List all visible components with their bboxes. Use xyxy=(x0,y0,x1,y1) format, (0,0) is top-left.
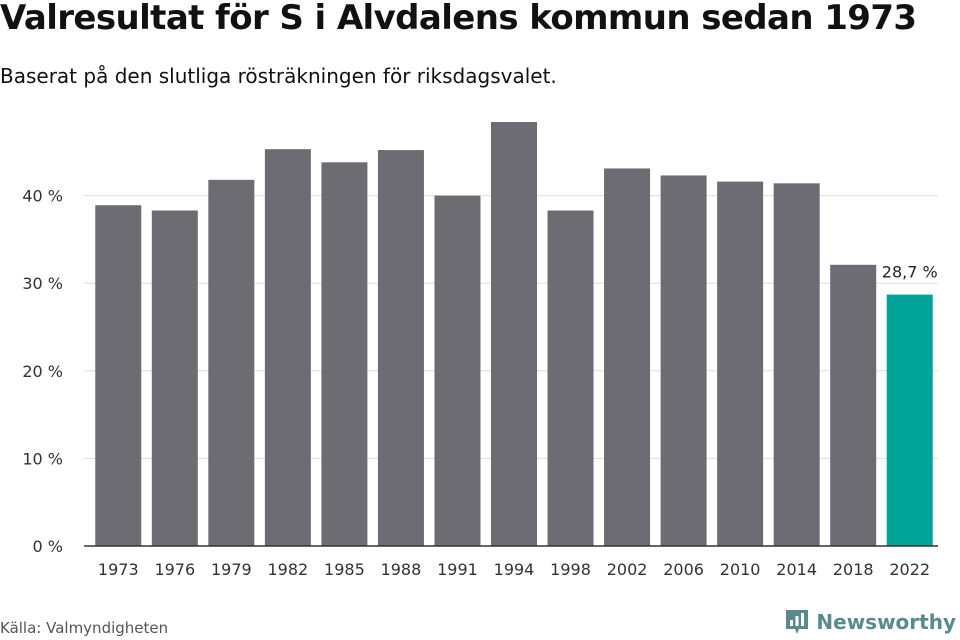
chart-subtitle: Baserat på den slutliga rösträkningen fö… xyxy=(0,64,557,88)
y-tick-label: 10 % xyxy=(22,449,63,468)
x-tick-label: 1979 xyxy=(211,560,252,579)
bar-1985 xyxy=(321,162,368,546)
bar-1994 xyxy=(491,122,537,547)
bar-1998 xyxy=(547,210,594,546)
axis-labels: 0 % 10 % 20 % 30 % 40 % 1973 1976 1979 1982 1985 1… xyxy=(22,187,938,579)
bar-1982 xyxy=(264,149,311,546)
chart-title: Valresultat för S i Alvdalens kommun sed… xyxy=(0,0,917,38)
y-tick-label: 20 % xyxy=(22,362,63,381)
brand-logo: Newsworthy xyxy=(784,608,956,636)
bar-1979 xyxy=(208,179,255,546)
x-tick-label: 2018 xyxy=(833,560,874,579)
bar-2010 xyxy=(717,181,764,547)
y-tick-label: 30 % xyxy=(22,274,63,293)
x-tick-label: 1998 xyxy=(550,560,591,579)
bar-1988 xyxy=(377,150,424,546)
x-tick-label: 2002 xyxy=(607,560,648,579)
bar-chart: 0 % 10 % 20 % 30 % 40 % 1973 1976 1979 1982 1985 1… xyxy=(22,122,938,579)
source-note: Källa: Valmyndigheten xyxy=(0,619,169,637)
x-tick-label: 2014 xyxy=(776,560,817,579)
x-tick-label: 1991 xyxy=(437,560,478,579)
x-tick-label: 1982 xyxy=(268,560,309,579)
bar-2022 xyxy=(886,294,933,546)
y-tick-label: 40 % xyxy=(22,187,63,206)
x-tick-label: 1994 xyxy=(494,560,535,579)
x-tick-label: 1976 xyxy=(154,560,195,579)
bars xyxy=(95,122,933,547)
bar-2018 xyxy=(830,264,877,546)
newsworthy-logo-icon xyxy=(786,610,809,634)
bar-2014 xyxy=(773,183,820,546)
bar-1991 xyxy=(434,195,481,546)
bar-1976 xyxy=(151,210,198,546)
x-tick-label: 1985 xyxy=(324,560,365,579)
bar-1973 xyxy=(95,205,142,546)
y-tick-label: 0 % xyxy=(33,537,63,556)
x-tick-label: 2010 xyxy=(720,560,761,579)
x-tick-label: 1973 xyxy=(98,560,139,579)
x-tick-label: 2006 xyxy=(663,560,704,579)
data-label: 28,7 % xyxy=(882,263,938,282)
brand-name: Newsworthy xyxy=(816,610,956,634)
x-tick-label: 1988 xyxy=(381,560,422,579)
x-tick-label: 2022 xyxy=(889,560,930,579)
bar-2006 xyxy=(660,175,707,546)
bar-2002 xyxy=(604,168,651,546)
